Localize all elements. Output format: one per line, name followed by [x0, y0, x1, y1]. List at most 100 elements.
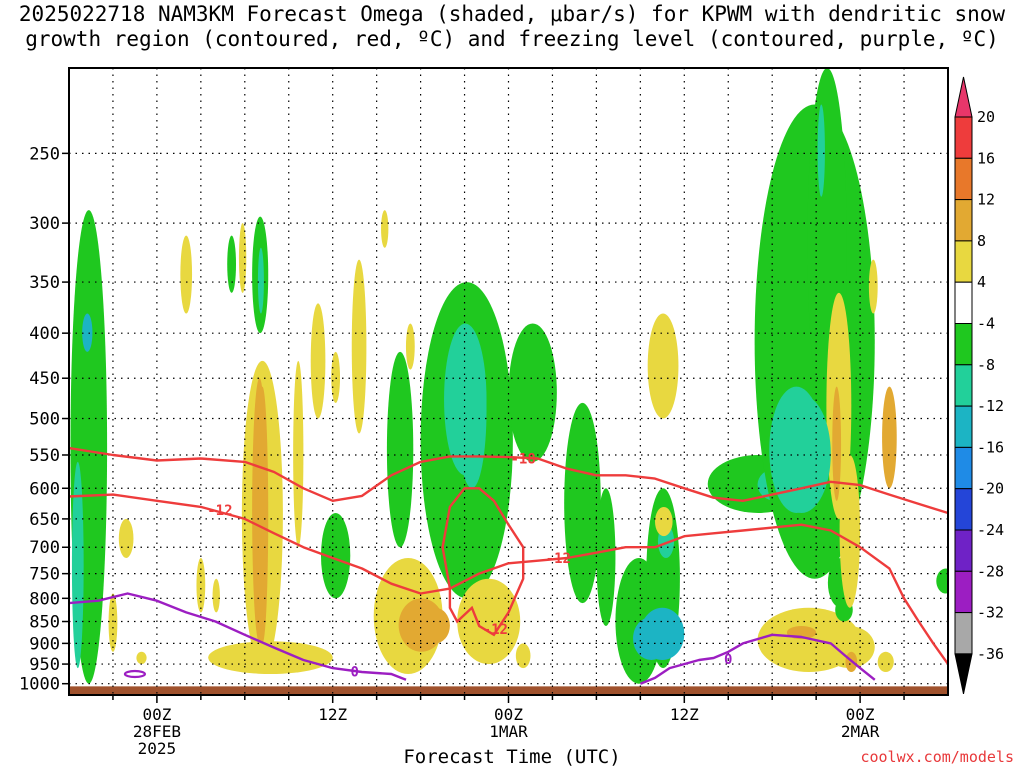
colorbar-swatch: [954, 405, 973, 448]
colorbar-bottom-arrow: [954, 653, 973, 695]
omega-region: [208, 641, 333, 675]
contour-labels: -18 -12 -12 -12 0 0: [207, 451, 732, 680]
colorbar-swatch: [954, 364, 973, 407]
omega-region: [405, 323, 415, 370]
y-tick-label: 250: [29, 144, 60, 164]
colorbar-tick-label: -32: [977, 604, 1004, 622]
y-tick-label: 300: [29, 214, 60, 234]
colorbar-tick-label: 16: [977, 149, 995, 167]
omega-region: [108, 593, 118, 652]
y-tick-label: 350: [29, 273, 60, 293]
colorbar-tick-label: -20: [977, 480, 1004, 498]
colorbar-tick-label: -4: [977, 315, 995, 333]
y-tick-label: 750: [29, 565, 60, 585]
omega-region: [257, 247, 264, 314]
omega-region: [212, 578, 220, 613]
colorbar-swatch: [954, 529, 973, 572]
chart-title-line-2: growth region (contoured, red, ºC) and f…: [25, 27, 999, 51]
omega-region: [640, 607, 685, 661]
colorbar-tick-label: 12: [977, 191, 995, 209]
omega-region: [381, 210, 389, 248]
y-tick-label: 650: [29, 510, 60, 530]
omega-region: [71, 461, 84, 669]
contour-lines: [69, 446, 948, 685]
x-axis-title: Forecast Time (UTC): [403, 746, 621, 768]
omega-region: [457, 578, 521, 665]
omega-region: [515, 643, 531, 669]
colorbar-swatch: [954, 199, 973, 242]
omega-region: [180, 235, 193, 314]
omega-region: [82, 313, 93, 352]
omega-region: [386, 351, 414, 548]
omega-region: [293, 360, 304, 548]
y-tick-label: 600: [29, 479, 60, 499]
chart-title: 2025022718 NAM3KM Forecast Omega (shaded…: [0, 2, 1024, 52]
omega-region: [420, 607, 450, 644]
y-tick-label: 550: [29, 446, 60, 466]
omega-region: [823, 625, 875, 669]
freezing-level-contour: [69, 592, 407, 681]
contour-label: -12: [546, 551, 571, 567]
colorbar: 20 16 12 8 4 -4 -8 -12 -16 -20 -24 -28 -32 -36: [954, 76, 1004, 695]
y-tick-label: 400: [29, 324, 60, 344]
colorbar-swatch: [954, 446, 973, 490]
colorbar-swatch: [954, 281, 973, 325]
omega-region: [936, 568, 948, 594]
colorbar-swatch: [954, 157, 973, 201]
dendritic-growth-contour: [441, 487, 525, 637]
contour-label: 0: [350, 664, 358, 680]
omega-region: [655, 506, 673, 537]
x-tick-label: 00Z: [142, 705, 171, 724]
freezing-level-contour: [639, 633, 876, 685]
dendritic-growth-contour: [69, 493, 948, 665]
dendritic-growth-contour: [69, 446, 948, 515]
x-tick-label: 12Z: [318, 705, 347, 724]
x-tick-date: 28FEB: [133, 722, 181, 741]
x-tick-label: 00Z: [494, 705, 523, 724]
gridlines: [69, 68, 948, 695]
omega-region: [817, 104, 825, 197]
contour-label: -12: [207, 503, 232, 519]
omega-region: [136, 651, 147, 665]
omega-region: [772, 394, 831, 513]
omega-region: [508, 323, 557, 462]
y-axis: 2503003504004505005506006507007508008509…: [19, 144, 69, 695]
x-tick-date: 2MAR: [841, 722, 880, 741]
colorbar-swatch: [954, 323, 973, 366]
freezing-level-contour: [123, 669, 147, 679]
colorbar-swatch: [954, 612, 973, 655]
omega-region: [882, 386, 897, 489]
omega-shading: [70, 68, 948, 684]
credit-link[interactable]: coolwx.com/models: [860, 748, 1014, 766]
colorbar-swatch: [954, 116, 973, 159]
contour-label: 0: [724, 652, 732, 668]
y-tick-label: 950: [29, 655, 60, 675]
omega-region: [877, 651, 894, 673]
colorbar-swatch: [954, 240, 973, 283]
colorbar-tick-label: -36: [977, 645, 1004, 663]
colorbar-tick-label: -24: [977, 521, 1004, 539]
ground-surface: [69, 686, 948, 695]
y-tick-label: 450: [29, 369, 60, 389]
omega-region: [118, 518, 134, 559]
omega-region: [310, 303, 326, 419]
colorbar-top-arrow: [954, 76, 973, 118]
ground-layer: [69, 686, 948, 695]
omega-region: [196, 558, 206, 613]
colorbar-tick-label: -28: [977, 562, 1004, 580]
colorbar-tick-label: -16: [977, 438, 1004, 456]
y-tick-label: 800: [29, 589, 60, 609]
omega-region: [227, 235, 237, 293]
omega-region: [839, 454, 861, 608]
colorbar-tick-label: -8: [977, 356, 995, 374]
chart-title-line-1: 2025022718 NAM3KM Forecast Omega (shaded…: [18, 2, 1006, 26]
x-tick-label: 12Z: [670, 705, 699, 724]
y-tick-label: 500: [29, 410, 60, 430]
contour-label: -18: [511, 451, 536, 467]
omega-region: [331, 351, 341, 403]
omega-region: [457, 333, 487, 489]
colorbar-tick-label: 20: [977, 108, 995, 126]
y-tick-label: 850: [29, 613, 60, 633]
omega-region: [596, 488, 616, 626]
